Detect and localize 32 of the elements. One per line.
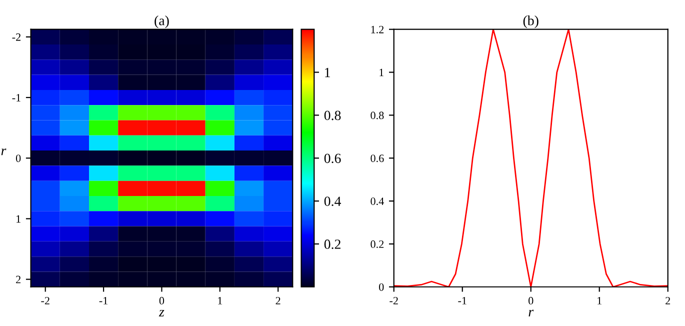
x-axis-title: z [158,310,164,316]
y-tick-label: 0 [16,154,21,162]
y-tick-label: 0.6 [370,154,384,162]
y-tick-label: 0.8 [370,112,384,120]
y-tick-label: -2 [12,33,20,41]
x-tick-label: 2 [666,296,670,304]
x-axis-title: r [528,310,534,316]
x-tick-label: -1 [458,296,466,304]
y-tick-label: -1 [12,94,20,102]
y-tick-label: 1 [16,215,20,223]
color-bar-label: 0.8 [324,110,341,120]
color-bar-label: 1 [325,68,330,78]
chart-title: (b) [523,16,538,28]
x-tick-label: -1 [99,296,108,304]
x-tick-label: 1 [218,296,222,304]
x-tick-label: -2 [41,296,50,304]
y-tick-label: 1.2 [371,26,384,34]
x-tick-label: 0 [159,296,164,304]
x-tick-label: 2 [276,296,280,304]
y-tick-label: 2 [16,276,20,284]
y-tick-label: 0 [379,283,384,291]
y-axis-title: r [1,148,6,156]
y-tick-label: 0.4 [370,198,384,206]
y-tick-label: 1 [380,68,384,76]
x-tick-label: -2 [390,296,398,304]
x-tick-label: 0 [528,296,534,304]
color-bar-label: 0.2 [324,240,340,249]
color-bar-label: 0.4 [324,196,342,206]
chart-title: (a) [154,16,169,28]
y-tick-label: 0.2 [370,240,384,248]
color-bar-label: 0.6 [324,154,341,164]
x-tick-label: 1 [598,296,602,304]
